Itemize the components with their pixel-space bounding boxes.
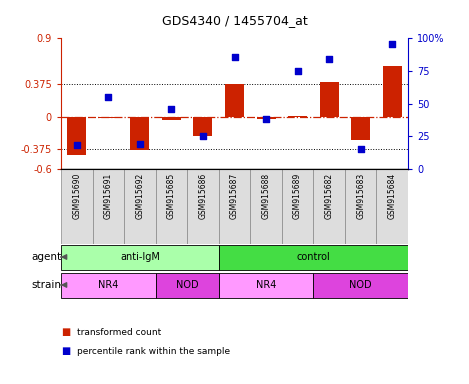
Point bbox=[262, 116, 270, 122]
FancyBboxPatch shape bbox=[219, 245, 408, 270]
Point bbox=[231, 54, 238, 60]
Text: ■: ■ bbox=[61, 327, 70, 337]
Point bbox=[357, 146, 364, 152]
Bar bbox=[99, 117, 118, 119]
Text: GSM915690: GSM915690 bbox=[72, 173, 81, 219]
Point bbox=[73, 142, 81, 149]
Bar bbox=[320, 82, 339, 117]
FancyBboxPatch shape bbox=[61, 273, 156, 298]
Text: GSM915684: GSM915684 bbox=[388, 173, 397, 219]
Point bbox=[388, 41, 396, 47]
Text: NR4: NR4 bbox=[256, 280, 276, 290]
FancyBboxPatch shape bbox=[313, 273, 408, 298]
FancyBboxPatch shape bbox=[219, 169, 250, 243]
Text: GSM915683: GSM915683 bbox=[356, 173, 365, 219]
Bar bbox=[162, 117, 181, 120]
Point bbox=[167, 106, 175, 112]
FancyBboxPatch shape bbox=[92, 169, 124, 243]
FancyBboxPatch shape bbox=[61, 169, 92, 243]
Point bbox=[199, 133, 207, 139]
Bar bbox=[67, 117, 86, 155]
Text: GSM915687: GSM915687 bbox=[230, 173, 239, 219]
Text: GSM915685: GSM915685 bbox=[167, 173, 176, 219]
Text: GSM915691: GSM915691 bbox=[104, 173, 113, 219]
Text: GSM915688: GSM915688 bbox=[262, 173, 271, 219]
Text: control: control bbox=[296, 252, 330, 262]
Bar bbox=[383, 66, 402, 117]
Text: strain: strain bbox=[31, 280, 61, 290]
FancyBboxPatch shape bbox=[313, 169, 345, 243]
Bar bbox=[225, 84, 244, 117]
Text: percentile rank within the sample: percentile rank within the sample bbox=[77, 347, 230, 356]
Text: ■: ■ bbox=[61, 346, 70, 356]
Text: GDS4340 / 1455704_at: GDS4340 / 1455704_at bbox=[162, 14, 307, 27]
FancyBboxPatch shape bbox=[124, 169, 156, 243]
Text: GSM915692: GSM915692 bbox=[136, 173, 144, 219]
Text: NR4: NR4 bbox=[98, 280, 119, 290]
FancyBboxPatch shape bbox=[219, 273, 313, 298]
Bar bbox=[288, 116, 307, 117]
FancyBboxPatch shape bbox=[250, 169, 282, 243]
Bar bbox=[257, 117, 275, 119]
Point bbox=[136, 141, 144, 147]
Bar bbox=[194, 117, 212, 136]
FancyBboxPatch shape bbox=[156, 169, 187, 243]
FancyBboxPatch shape bbox=[377, 169, 408, 243]
FancyBboxPatch shape bbox=[61, 245, 219, 270]
Bar bbox=[351, 117, 370, 140]
FancyBboxPatch shape bbox=[282, 169, 313, 243]
Text: GSM915689: GSM915689 bbox=[293, 173, 302, 219]
Point bbox=[325, 56, 333, 62]
Bar bbox=[130, 117, 149, 150]
Text: anti-IgM: anti-IgM bbox=[120, 252, 160, 262]
Text: agent: agent bbox=[31, 252, 61, 262]
Text: GSM915682: GSM915682 bbox=[325, 173, 333, 219]
Point bbox=[105, 94, 112, 100]
FancyBboxPatch shape bbox=[156, 273, 219, 298]
Text: NOD: NOD bbox=[176, 280, 198, 290]
FancyBboxPatch shape bbox=[345, 169, 377, 243]
Text: GSM915686: GSM915686 bbox=[198, 173, 207, 219]
FancyBboxPatch shape bbox=[187, 169, 219, 243]
Text: NOD: NOD bbox=[349, 280, 372, 290]
Text: transformed count: transformed count bbox=[77, 328, 162, 337]
Point bbox=[294, 68, 302, 74]
